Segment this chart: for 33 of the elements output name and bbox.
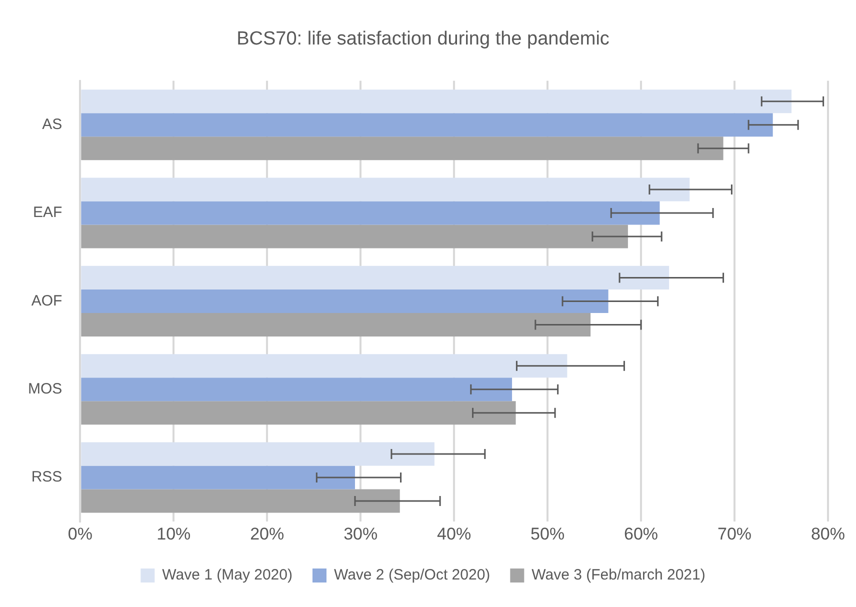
legend-label: Wave 3 (Feb/march 2021) bbox=[532, 566, 706, 584]
bar bbox=[81, 136, 724, 160]
x-tick-label: 0% bbox=[68, 524, 92, 544]
y-tick-label: RSS bbox=[31, 468, 62, 486]
chart-title: BCS70: life satisfaction during the pandemic bbox=[236, 28, 610, 50]
y-tick-label: EAF bbox=[32, 204, 62, 222]
bar bbox=[81, 113, 773, 137]
bar bbox=[81, 442, 434, 466]
bar bbox=[81, 354, 568, 378]
x-tick-label: 60% bbox=[624, 524, 658, 544]
legend-label: Wave 2 (Sep/Oct 2020) bbox=[334, 566, 490, 584]
y-tick-label: MOS bbox=[28, 380, 62, 398]
y-tick-label: AOF bbox=[31, 292, 62, 310]
bar bbox=[81, 401, 516, 425]
x-tick-label: 30% bbox=[344, 524, 378, 544]
x-tick-label: 50% bbox=[530, 524, 565, 544]
bar bbox=[81, 312, 591, 336]
bar bbox=[81, 378, 512, 402]
bar bbox=[81, 466, 355, 490]
x-tick-label: 70% bbox=[717, 524, 752, 544]
x-tick-label: 10% bbox=[156, 524, 191, 544]
x-tick-label: 20% bbox=[250, 524, 284, 544]
bar bbox=[81, 90, 792, 114]
bar bbox=[81, 224, 628, 248]
bar bbox=[81, 201, 660, 225]
bar bbox=[81, 489, 400, 513]
bar bbox=[81, 178, 690, 202]
x-tick-label: 40% bbox=[437, 524, 472, 544]
legend-label: Wave 1 (May 2020) bbox=[162, 566, 292, 584]
bar bbox=[81, 289, 608, 313]
bar bbox=[81, 266, 670, 290]
x-tick-label: 80% bbox=[810, 524, 846, 544]
y-tick-label: AS bbox=[42, 116, 62, 134]
